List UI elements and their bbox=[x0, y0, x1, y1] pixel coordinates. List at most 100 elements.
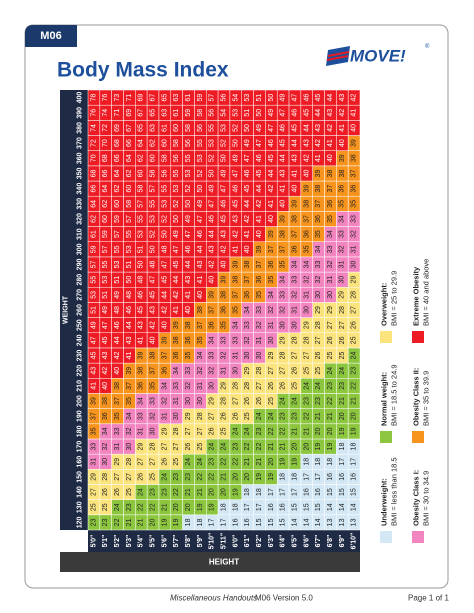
weight-label: 280 bbox=[77, 274, 84, 286]
bmi-value: 48 bbox=[161, 245, 168, 253]
bmi-value: 41 bbox=[327, 139, 334, 147]
bmi-value: 22 bbox=[268, 427, 275, 435]
bmi-value: 59 bbox=[197, 94, 204, 102]
bmi-value: 33 bbox=[291, 276, 298, 284]
bmi-value: 23 bbox=[150, 488, 157, 496]
bmi-value: 53 bbox=[102, 276, 109, 284]
bmi-value: 46 bbox=[256, 154, 263, 162]
weight-bar bbox=[60, 90, 72, 530]
bmi-value: 23 bbox=[185, 473, 192, 481]
bmi-value: 19 bbox=[232, 488, 239, 496]
bmi-value: 30 bbox=[303, 306, 310, 314]
bmi-value: 13 bbox=[327, 518, 334, 526]
bmi-value: 36 bbox=[209, 321, 216, 329]
legend-swatch bbox=[412, 431, 424, 443]
bmi-value: 25 bbox=[303, 367, 310, 375]
bmi-value: 34 bbox=[327, 230, 334, 238]
bmi-value: 18 bbox=[351, 443, 358, 451]
bmi-value: 18 bbox=[291, 473, 298, 481]
bmi-value: 27 bbox=[150, 458, 157, 466]
bmi-value: 63 bbox=[161, 109, 168, 117]
bmi-value: 58 bbox=[138, 185, 145, 193]
bmi-value: 64 bbox=[126, 154, 133, 162]
bmi-value: 40 bbox=[244, 245, 251, 253]
bmi-value: 50 bbox=[173, 215, 180, 223]
bmi-value: 62 bbox=[90, 215, 97, 223]
bmi-value: 26 bbox=[244, 397, 251, 405]
bmi-value: 19 bbox=[256, 473, 263, 481]
bmi-value: 33 bbox=[327, 245, 334, 253]
bmi-value: 46 bbox=[291, 109, 298, 117]
footer-center: M06 Version 5.0 bbox=[255, 594, 313, 603]
bmi-value: 16 bbox=[315, 488, 322, 496]
bmi-value: 20 bbox=[209, 488, 216, 496]
bmi-value: 57 bbox=[90, 260, 97, 268]
legend-swatch bbox=[380, 431, 392, 443]
bmi-value: 36 bbox=[244, 291, 251, 299]
bmi-value: 24 bbox=[221, 443, 228, 451]
bmi-value: 15 bbox=[315, 503, 322, 511]
bmi-value: 43 bbox=[138, 321, 145, 329]
bmi-value: 50 bbox=[232, 139, 239, 147]
logo-flag bbox=[326, 46, 350, 66]
bmi-value: 36 bbox=[351, 185, 358, 193]
bmi-value: 38 bbox=[185, 321, 192, 329]
bmi-value: 38 bbox=[221, 291, 228, 299]
bmi-value: 24 bbox=[280, 397, 287, 405]
bmi-value: 44 bbox=[114, 336, 121, 344]
height-label: 5'9" bbox=[197, 535, 204, 548]
bmi-value: 27 bbox=[303, 352, 310, 360]
bmi-value: 49 bbox=[232, 154, 239, 162]
bmi-value: 55 bbox=[90, 276, 97, 284]
bmi-value: 43 bbox=[185, 276, 192, 284]
bmi-value: 39 bbox=[256, 245, 263, 253]
bmi-value: 32 bbox=[280, 306, 287, 314]
bmi-value: 15 bbox=[256, 518, 263, 526]
bmi-value: 67 bbox=[138, 109, 145, 117]
bmi-value: 53 bbox=[185, 169, 192, 177]
bmi-value: 51 bbox=[244, 109, 251, 117]
legend-swatch bbox=[412, 531, 424, 543]
bmi-value: 29 bbox=[221, 382, 228, 390]
bmi-value: 55 bbox=[161, 185, 168, 193]
bmi-value: 47 bbox=[185, 230, 192, 238]
bmi-value: 32 bbox=[102, 443, 109, 451]
bmi-value: 62 bbox=[150, 139, 157, 147]
bmi-value: 14 bbox=[327, 503, 334, 511]
bmi-value: 18 bbox=[303, 458, 310, 466]
bmi-value: 27 bbox=[291, 352, 298, 360]
bmi-value: 34 bbox=[232, 321, 239, 329]
bmi-value: 36 bbox=[268, 260, 275, 268]
bmi-value: 24 bbox=[339, 367, 346, 375]
bmi-value: 26 bbox=[315, 352, 322, 360]
bmi-value: 24 bbox=[291, 397, 298, 405]
bmi-value: 28 bbox=[280, 352, 287, 360]
bmi-value: 36 bbox=[339, 185, 346, 193]
bmi-value: 43 bbox=[232, 215, 239, 223]
bmi-value: 31 bbox=[327, 276, 334, 284]
bmi-value: 49 bbox=[114, 291, 121, 299]
bmi-value: 25 bbox=[126, 488, 133, 496]
bmi-value: 55 bbox=[209, 124, 216, 132]
bmi-value: 18 bbox=[244, 488, 251, 496]
bmi-value: 49 bbox=[173, 230, 180, 238]
bmi-value: 53 bbox=[161, 200, 168, 208]
bmi-value: 21 bbox=[291, 427, 298, 435]
bmi-value: 45 bbox=[303, 109, 310, 117]
bmi-value: 48 bbox=[138, 276, 145, 284]
bmi-value: 55 bbox=[138, 215, 145, 223]
bmi-value: 23 bbox=[173, 473, 180, 481]
bmi-value: 43 bbox=[90, 367, 97, 375]
legend-range: BMI = 30 to 34.9 bbox=[422, 471, 431, 526]
bmi-value: 47 bbox=[232, 169, 239, 177]
bmi-value: 65 bbox=[161, 94, 168, 102]
bmi-value: 30 bbox=[256, 352, 263, 360]
bmi-value: 37 bbox=[280, 245, 287, 253]
bmi-value: 29 bbox=[327, 306, 334, 314]
bmi-value: 22 bbox=[280, 427, 287, 435]
bmi-value: 35 bbox=[232, 306, 239, 314]
bmi-value: 16 bbox=[232, 518, 239, 526]
bmi-value: 17 bbox=[280, 488, 287, 496]
bmi-value: 18 bbox=[221, 503, 228, 511]
bmi-value: 33 bbox=[339, 230, 346, 238]
